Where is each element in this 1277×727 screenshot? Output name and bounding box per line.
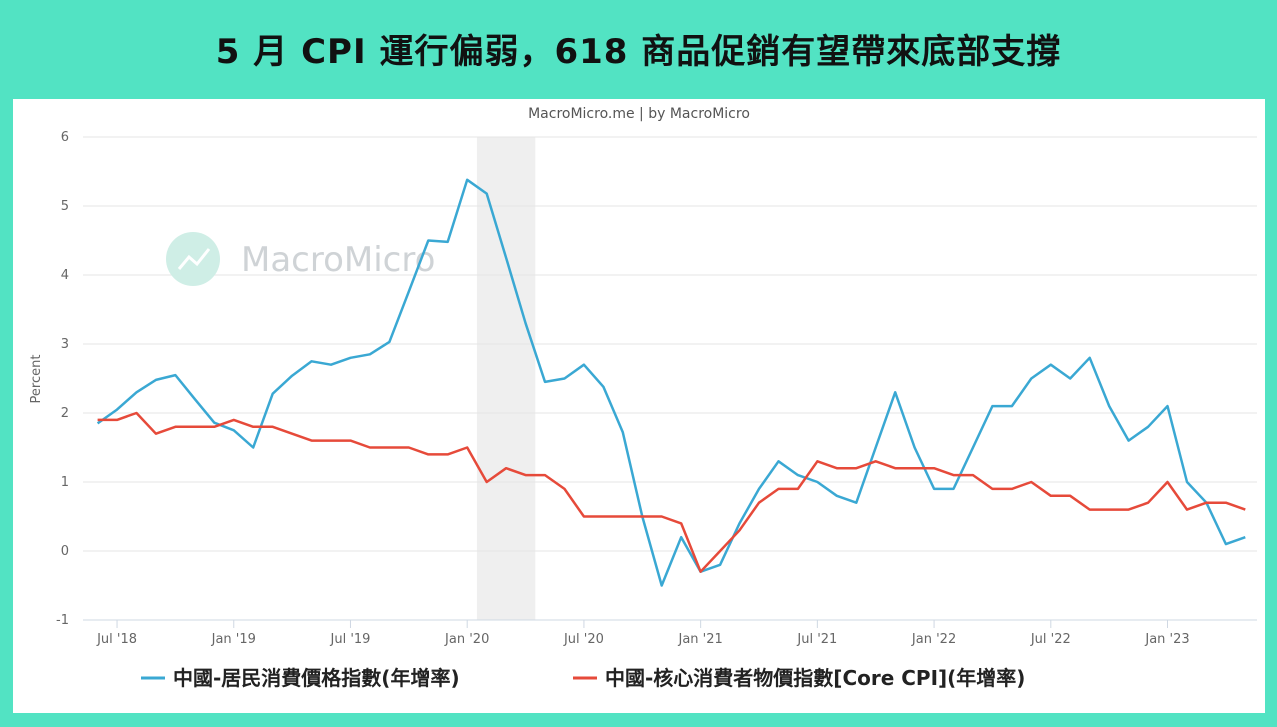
x-tick-label: Jan '20 — [444, 632, 489, 647]
x-tick-label: Jul '18 — [96, 632, 137, 647]
y-tick-label: 2 — [61, 406, 69, 421]
y-tick-label: 5 — [61, 199, 69, 214]
y-tick-label: 1 — [61, 475, 69, 490]
shaded-period-layer — [476, 137, 536, 620]
y-tick-label: -1 — [56, 613, 69, 628]
y-tick-labels: -1 0 1 2 3 4 5 6 — [56, 130, 69, 628]
watermark-logo-chart-icon — [177, 248, 211, 270]
line-chart: MacroMicro MacroMicro.me | by MacroMicro… — [29, 106, 1257, 690]
x-tick-label: Jan '22 — [911, 632, 956, 647]
series-layer — [96, 178, 1246, 587]
y-tick-label: 0 — [61, 544, 69, 559]
x-tick-label: Jul '19 — [330, 632, 371, 647]
legend-label-2: 中國-核心消費者物價指數[Core CPI](年增率) — [605, 666, 1025, 690]
x-tick-label: Jul '21 — [796, 632, 837, 647]
x-tick-label: Jan '19 — [211, 632, 256, 647]
y-tick-label: 4 — [61, 268, 69, 283]
y-axis-label: Percent — [29, 355, 44, 404]
grid-layer — [83, 136, 1257, 621]
legend-label-1: 中國-居民消費價格指數(年增率) — [173, 666, 460, 690]
shaded-period — [476, 137, 536, 620]
chart-credit: MacroMicro.me | by MacroMicro — [528, 106, 750, 122]
y-tick-label: 6 — [61, 130, 69, 145]
x-tick-label: Jan '23 — [1144, 632, 1189, 647]
chart-panel: MacroMicro MacroMicro.me | by MacroMicro… — [13, 99, 1265, 713]
x-tick-label: Jan '21 — [677, 632, 722, 647]
headline-text: 5 月 CPI 運行偏弱，618 商品促銷有望帶來底部支撐 — [215, 31, 1062, 72]
x-tick-label: Jul '20 — [563, 632, 604, 647]
x-tick-label: Jul '22 — [1030, 632, 1071, 647]
y-tick-label: 3 — [61, 337, 69, 352]
series-line-1 — [96, 178, 1246, 587]
x-tick-labels: Jul '18 Jan '19 Jul '19 Jan '20 Jul '20 Jan '… — [96, 620, 1190, 647]
series-line-2 — [97, 411, 1246, 573]
watermark-text: MacroMicro — [241, 240, 435, 280]
headline-banner: 5 月 CPI 運行偏弱，618 商品促銷有望帶來底部支撐 — [0, 0, 1277, 96]
watermark: MacroMicro — [166, 232, 435, 286]
legend: 中國-居民消費價格指數(年增率) 中國-核心消費者物價指數[Core CPI](年… — [141, 666, 1025, 690]
